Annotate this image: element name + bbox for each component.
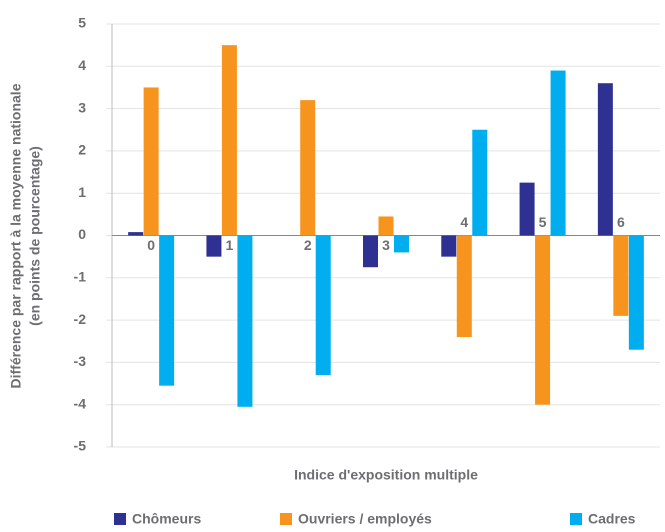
- y-tick-label: -1: [74, 269, 87, 285]
- y-tick-label: 2: [78, 142, 86, 158]
- category-label: 4: [460, 214, 468, 230]
- y-axis-title: Différence par rapport à la moyenne nati…: [8, 83, 24, 388]
- y-tick-label: 5: [78, 15, 86, 31]
- y-axis-title: (en points de pourcentage): [27, 146, 43, 326]
- bar: [535, 235, 551, 405]
- legend-marker: [570, 513, 582, 525]
- bar: [441, 235, 457, 257]
- bar: [237, 235, 253, 407]
- category-label: 2: [304, 237, 312, 253]
- bar: [628, 235, 644, 350]
- bar: [363, 235, 378, 268]
- y-tick-label: 4: [78, 57, 86, 73]
- legend-marker: [114, 513, 126, 525]
- bar: [206, 235, 222, 257]
- bar: [472, 129, 488, 236]
- legend-label: Cadres: [588, 511, 636, 527]
- bar: [143, 87, 159, 236]
- y-tick-label: 3: [78, 99, 86, 115]
- category-label: 0: [147, 237, 155, 253]
- y-tick-label: -3: [74, 353, 87, 369]
- bar: [613, 235, 629, 316]
- bar: [221, 45, 237, 236]
- y-tick-label: -2: [74, 311, 87, 327]
- legend-marker: [280, 513, 292, 525]
- category-label: 5: [539, 214, 547, 230]
- legend-label: Chômeurs: [132, 511, 201, 527]
- y-tick-label: 0: [78, 226, 86, 242]
- bar: [378, 216, 394, 236]
- category-label: 3: [382, 237, 390, 253]
- bar: [128, 232, 144, 236]
- bar: [550, 70, 566, 236]
- bar: [159, 235, 175, 386]
- y-tick-label: -4: [74, 395, 87, 411]
- bar: [519, 182, 535, 236]
- bar: [394, 235, 409, 253]
- y-tick-label: 1: [78, 184, 86, 200]
- x-axis-title: Indice d'exposition multiple: [294, 467, 478, 483]
- bar: [597, 83, 613, 236]
- bar: [300, 100, 316, 236]
- bar: [456, 235, 472, 338]
- bar: [315, 235, 331, 376]
- category-label: 1: [226, 237, 234, 253]
- category-label: 6: [617, 214, 625, 230]
- legend-label: Ouvriers / employés: [298, 511, 432, 527]
- y-tick-label: -5: [74, 438, 87, 454]
